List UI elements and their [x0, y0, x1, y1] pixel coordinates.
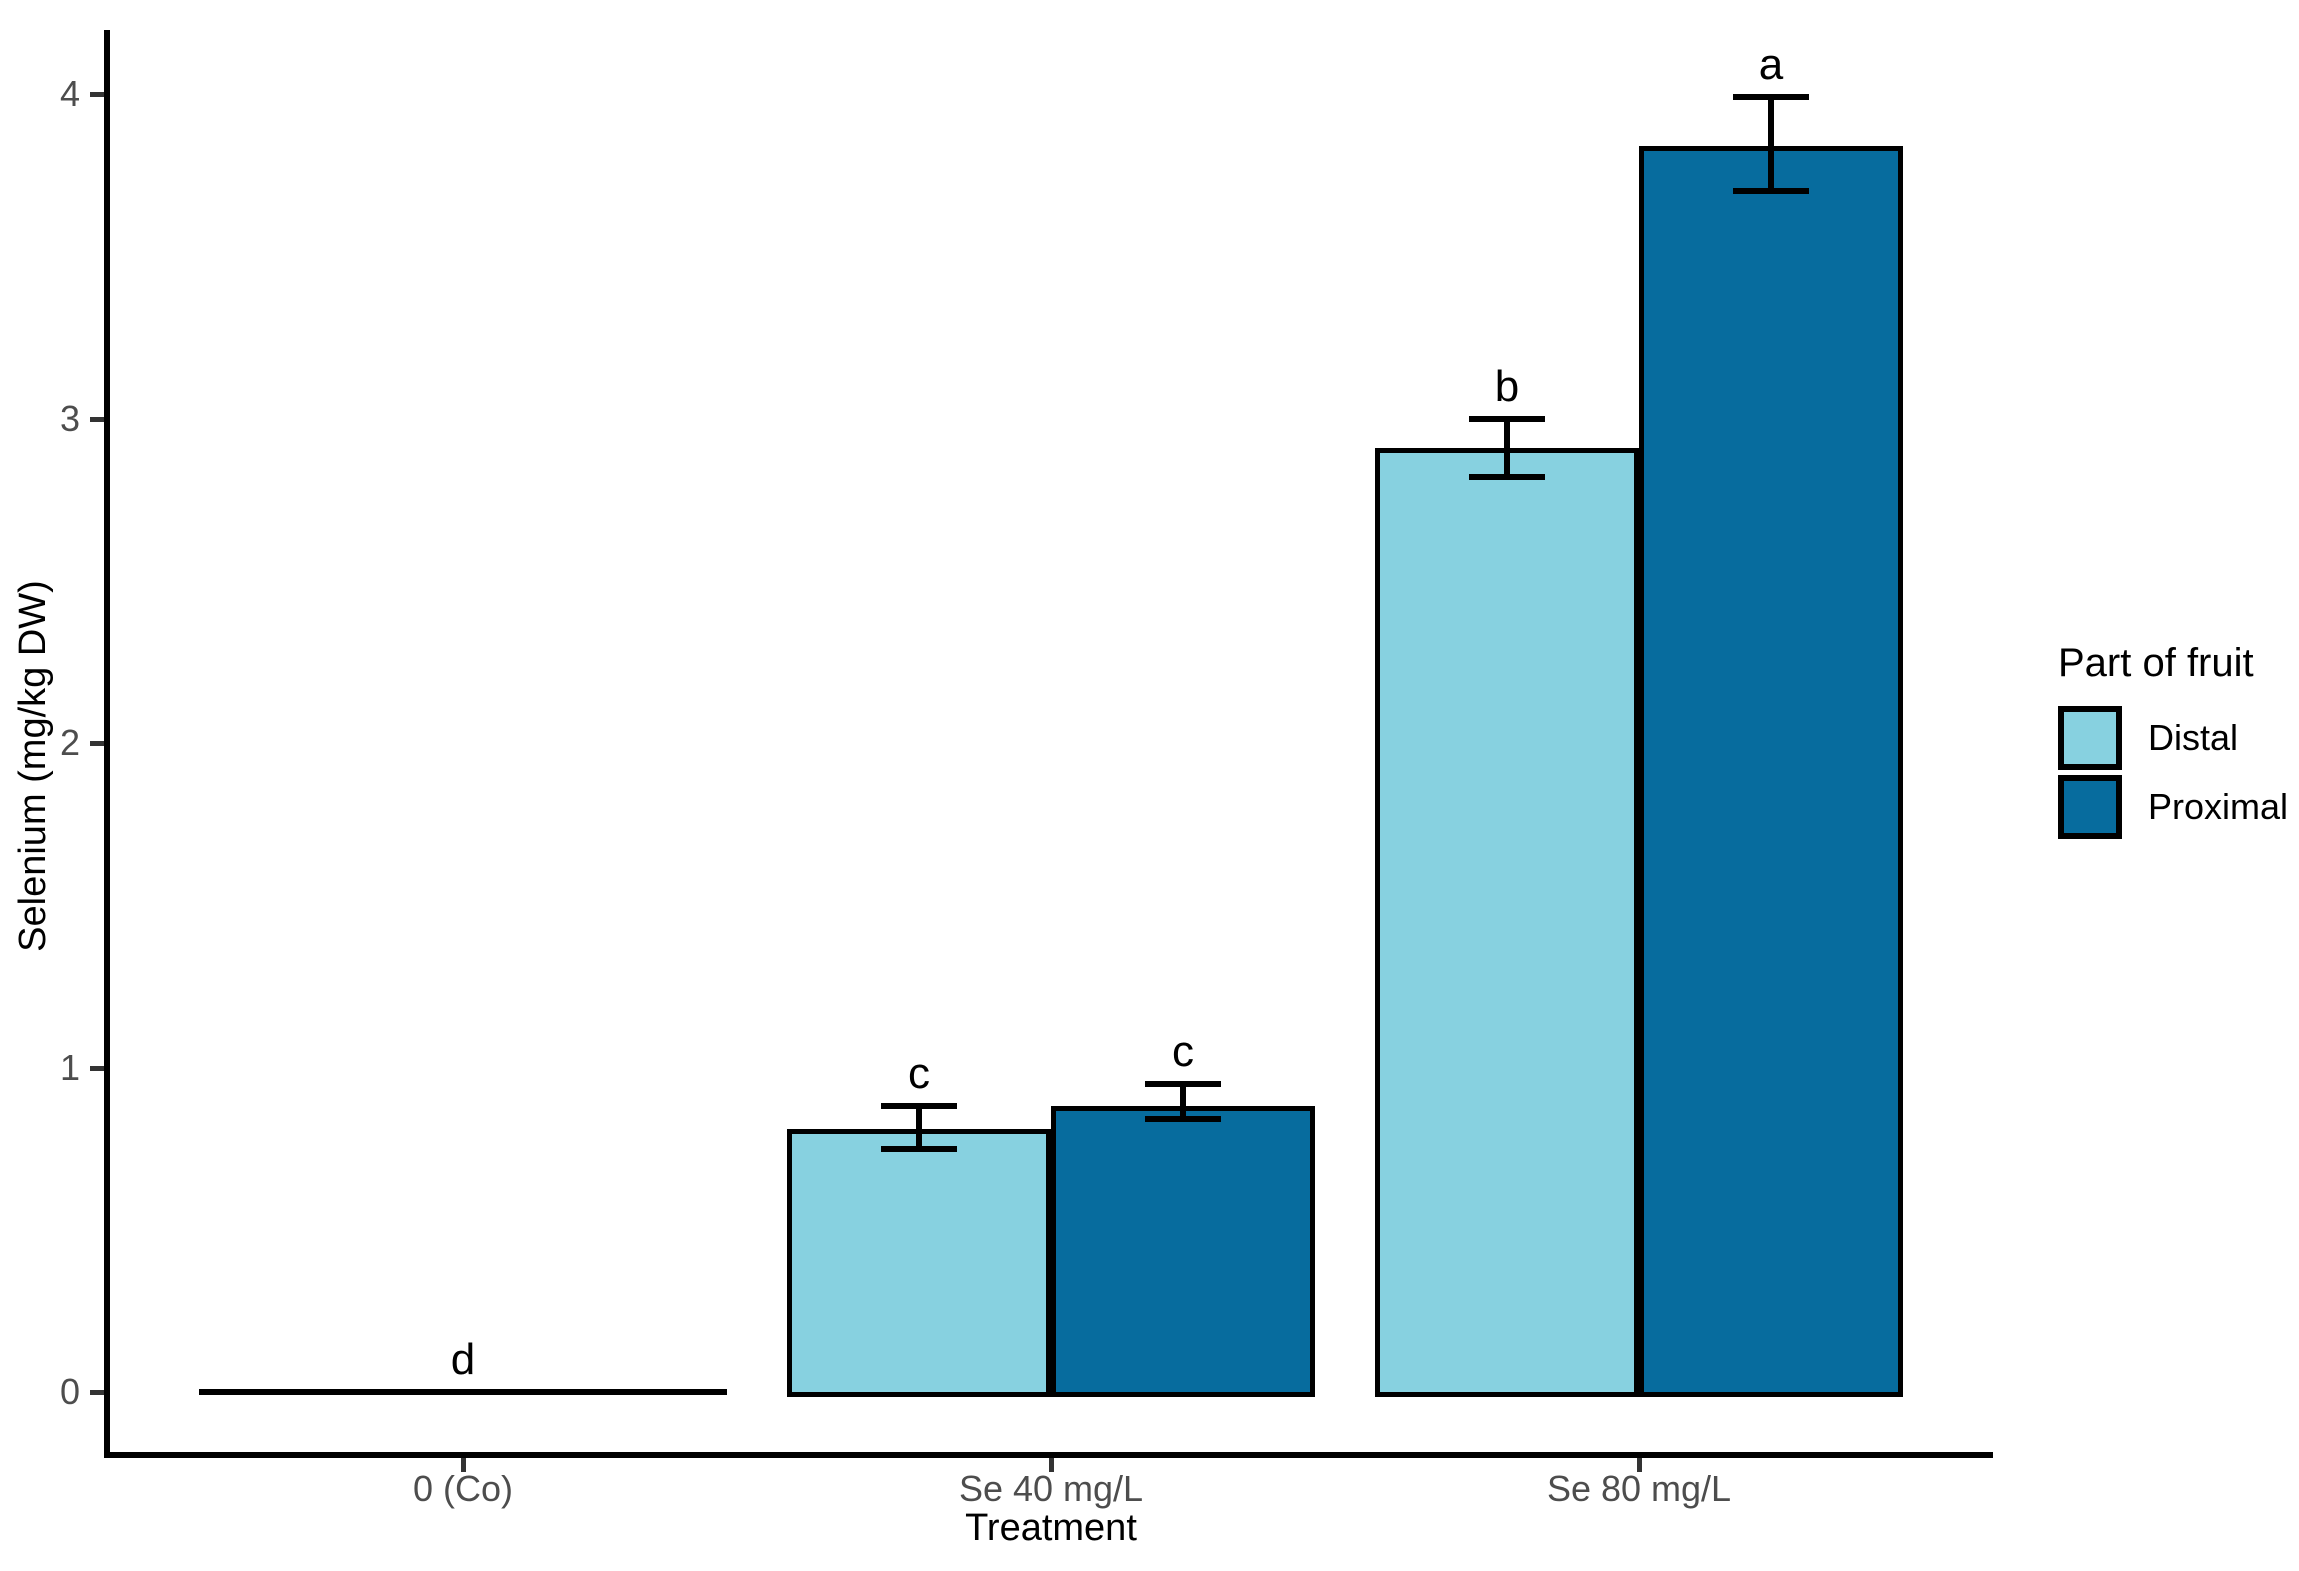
- x-axis-title: Treatment: [965, 1507, 1137, 1549]
- error-bar-cap: [1733, 94, 1809, 101]
- y-axis-line: [104, 30, 110, 1458]
- error-bar-cap: [1469, 473, 1545, 480]
- y-tick: [90, 92, 104, 97]
- y-tick-label: 4: [59, 73, 80, 114]
- error-bar-cap: [1145, 1116, 1221, 1123]
- error-bar-line: [916, 1106, 922, 1149]
- error-bar-cap: [1469, 415, 1545, 422]
- y-tick-label: 2: [59, 722, 80, 763]
- sig-letter: d: [450, 1335, 476, 1384]
- bar-distal-zero: [199, 1389, 463, 1395]
- legend-item-distal: Distal: [2058, 706, 2288, 770]
- error-bar-cap: [1733, 188, 1809, 195]
- y-tick: [90, 741, 104, 746]
- legend-item-proximal: Proximal: [2058, 775, 2288, 839]
- legend-label-distal: Distal: [2148, 717, 2239, 758]
- y-tick-label: 1: [59, 1046, 80, 1088]
- legend-items: Distal Proximal: [2058, 706, 2288, 839]
- x-tick: [1637, 1458, 1642, 1472]
- bar-proximal: [1639, 145, 1903, 1397]
- error-bar-cap: [1145, 1080, 1221, 1087]
- x-axis-line: [104, 1452, 1993, 1458]
- error-bar-line: [1768, 97, 1774, 192]
- y-tick-label: 3: [59, 397, 80, 439]
- error-bar-line: [1504, 418, 1510, 477]
- y-tick: [90, 416, 104, 422]
- error-bar-cap: [881, 1103, 957, 1110]
- x-tick: [461, 1458, 466, 1472]
- x-tick: [1049, 1458, 1054, 1472]
- sig-letter: c: [1172, 1026, 1194, 1076]
- y-tick: [90, 1065, 104, 1071]
- bar-distal: [1375, 447, 1639, 1397]
- x-tick-label: Se 80 mg/L: [1546, 1468, 1732, 1509]
- legend: Part of fruit Distal Proximal: [2058, 640, 2288, 844]
- sig-letter: b: [1494, 361, 1520, 411]
- bar-proximal: [1051, 1106, 1315, 1397]
- sig-letter: a: [1758, 40, 1784, 90]
- y-tick-label: 0: [59, 1371, 80, 1412]
- y-tick: [90, 1390, 104, 1395]
- bar-distal: [787, 1129, 1051, 1397]
- bar-proximal-zero: [463, 1389, 727, 1395]
- x-tick-label: 0 (Co): [412, 1468, 514, 1509]
- legend-label-proximal: Proximal: [2148, 786, 2289, 827]
- sig-letter: c: [908, 1049, 930, 1099]
- legend-key-distal: [2058, 706, 2122, 770]
- error-bar-cap: [881, 1145, 957, 1152]
- legend-title: Part of fruit: [2058, 641, 2254, 685]
- error-bar-line: [1180, 1083, 1186, 1120]
- y-axis-title: Selenium (mg/kg DW): [12, 580, 54, 952]
- x-tick-label: Se 40 mg/L: [958, 1468, 1144, 1509]
- legend-key-proximal: [2058, 775, 2122, 839]
